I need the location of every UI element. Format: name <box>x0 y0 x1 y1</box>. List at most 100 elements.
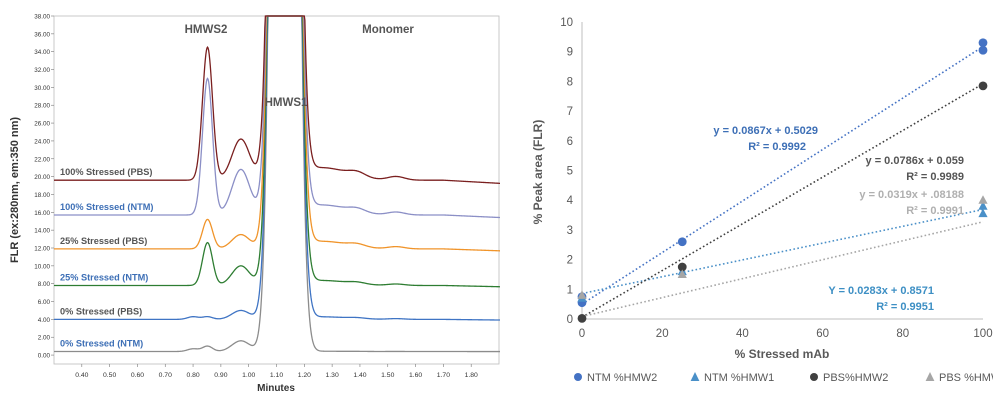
data-point <box>978 201 988 210</box>
trace-label: 0% Stressed (PBS) <box>60 306 142 316</box>
peak-label-hmws2: HMWS2 <box>185 24 228 36</box>
x-tick-label: 1.10 <box>270 372 283 379</box>
x-tick-label: 0.60 <box>131 372 144 379</box>
peak-area-y-axis-label: % Peak area (FLR) <box>531 120 545 225</box>
y-tick-label: 3 <box>567 225 573 237</box>
x-tick-label: 0.90 <box>214 372 227 379</box>
x-tick-label: 100 <box>973 328 992 340</box>
x-tick-label: 20 <box>656 328 669 340</box>
legend-marker <box>810 373 818 381</box>
chromatogram-x-axis-label: Minutes <box>257 383 295 393</box>
chromatogram-y-ticks: 0.00 2.00 4.00 6.00 8.00 10.00 12.00 14.00 16.00… <box>34 14 54 360</box>
data-point <box>978 195 988 204</box>
y-tick-label: 34.00 <box>34 49 50 56</box>
equation-pbs-hmw1-eq: y = 0.0319x + .08188 <box>859 189 964 201</box>
data-point <box>677 262 687 272</box>
y-tick-label: 10 <box>560 17 573 29</box>
peak-label-monomer: Monomer <box>362 24 414 36</box>
y-tick-label: 8 <box>567 76 573 88</box>
x-tick-label: 1.30 <box>326 372 339 379</box>
equation-ntm-hmw2: y = 0.0867x + 0.5029 R² = 0.9992 <box>713 125 818 153</box>
data-point <box>577 314 587 323</box>
data-point <box>978 38 988 48</box>
trace-line <box>54 15 500 185</box>
data-point <box>577 290 587 299</box>
x-tick-label: 40 <box>736 328 749 340</box>
legend-marker <box>574 373 582 381</box>
x-tick-label: 1.80 <box>465 372 478 379</box>
peak-area-legend: NTM %HMW2 NTM %HMW1 PBS%HMW2 PBS %HMW1 <box>574 372 993 384</box>
equation-ntm-hmw1: Y = 0.0283x + 0.8571 R² = 0.9951 <box>828 285 934 313</box>
x-tick-label: 0.40 <box>75 372 88 379</box>
y-tick-label: 6 <box>567 136 573 148</box>
equation-pbs-hmw2-r2: R² = 0.9989 <box>906 171 964 183</box>
y-tick-label: 22.00 <box>34 156 50 163</box>
y-tick-label: 4.00 <box>38 317 51 324</box>
y-tick-label: 9 <box>567 47 573 59</box>
equation-pbs-hmw2-eq: y = 0.0786x + 0.059 <box>866 155 964 167</box>
chromatogram-y-axis-label: FLR (ex:280nm, em:350 nm) <box>9 117 21 263</box>
chromatogram-x-ticks: 0.40 0.50 0.60 0.70 0.80 0.90 1.00 1.10 1.20 1.30… <box>75 364 478 379</box>
y-tick-label: 18.00 <box>34 192 50 199</box>
data-point <box>677 237 687 247</box>
peak-area-trendlines <box>581 45 984 318</box>
equation-ntm-hmw2-r2: R² = 0.9992 <box>748 141 806 153</box>
data-point <box>677 269 687 279</box>
legend-marker <box>925 372 935 381</box>
trace-label: 100% Stressed (NTM) <box>60 202 153 212</box>
y-tick-label: 28.00 <box>34 103 50 110</box>
y-tick-label: 1 <box>567 284 573 296</box>
y-tick-label: 8.00 <box>38 281 51 288</box>
y-tick-label: 10.00 <box>34 263 50 270</box>
legend-label: NTM %HMW1 <box>704 372 774 384</box>
data-point <box>978 45 988 55</box>
y-tick-label: 24.00 <box>34 138 50 145</box>
trace-label: 25% Stressed (NTM) <box>60 272 148 282</box>
y-tick-label: 16.00 <box>34 210 50 217</box>
x-tick-label: 1.00 <box>242 372 255 379</box>
trace-label: 100% Stressed (PBS) <box>60 167 152 177</box>
equation-ntm-hmw2-eq: y = 0.0867x + 0.5029 <box>713 125 818 137</box>
data-point <box>978 81 988 91</box>
x-tick-label: 1.60 <box>409 372 422 379</box>
y-tick-label: 26.00 <box>34 121 50 128</box>
x-tick-label: 0.50 <box>103 372 116 379</box>
x-tick-label: 0.80 <box>186 372 199 379</box>
y-tick-label: 5 <box>567 166 573 178</box>
chromatogram-chart: 0.00 2.00 4.00 6.00 8.00 10.00 12.00 14.00 16.00… <box>9 14 500 393</box>
x-tick-label: 0.70 <box>159 372 172 379</box>
trace-label: 25% Stressed (PBS) <box>60 236 147 246</box>
x-tick-label: 1.50 <box>381 372 394 379</box>
equation-ntm-hmw1-eq: Y = 0.0283x + 0.8571 <box>828 285 934 297</box>
trace-label: 0% Stressed (NTM) <box>60 339 143 349</box>
legend-label: NTM %HMW2 <box>587 372 657 384</box>
y-tick-label: 38.00 <box>34 14 50 21</box>
x-tick-label: 1.20 <box>298 372 311 379</box>
y-tick-label: 0.00 <box>38 353 51 360</box>
y-tick-label: 4 <box>567 195 574 207</box>
equation-pbs-hmw1: y = 0.0319x + .08188 R² = 0.9991 <box>859 189 964 217</box>
y-tick-label: 32.00 <box>34 67 50 74</box>
y-tick-label: 2.00 <box>38 335 51 342</box>
trendline <box>581 83 984 318</box>
peak-label-hmws1: HMWS1 <box>265 97 308 109</box>
equation-pbs-hmw2: y = 0.0786x + 0.059 R² = 0.9989 <box>866 155 964 183</box>
legend-label: PBS %HMW1 <box>939 372 993 384</box>
trendline <box>581 208 984 295</box>
y-tick-label: 12.00 <box>34 246 50 253</box>
chromatogram-trace-labels: 0% Stressed (NTM) 0% Stressed (PBS) 25% St… <box>60 167 153 348</box>
data-point <box>978 208 988 218</box>
peak-area-points <box>577 38 988 323</box>
trendline <box>581 45 984 305</box>
chromatogram-traces <box>54 15 500 353</box>
trendline <box>581 221 984 318</box>
y-tick-label: 6.00 <box>38 299 51 306</box>
peak-area-x-axis-label: % Stressed mAb <box>735 347 830 361</box>
legend-marker <box>690 372 700 381</box>
equation-pbs-hmw1-r2: R² = 0.9991 <box>906 205 964 217</box>
y-tick-label: 2 <box>567 255 573 267</box>
chromatogram-plot-area <box>53 15 500 365</box>
x-tick-label: 60 <box>816 328 829 340</box>
